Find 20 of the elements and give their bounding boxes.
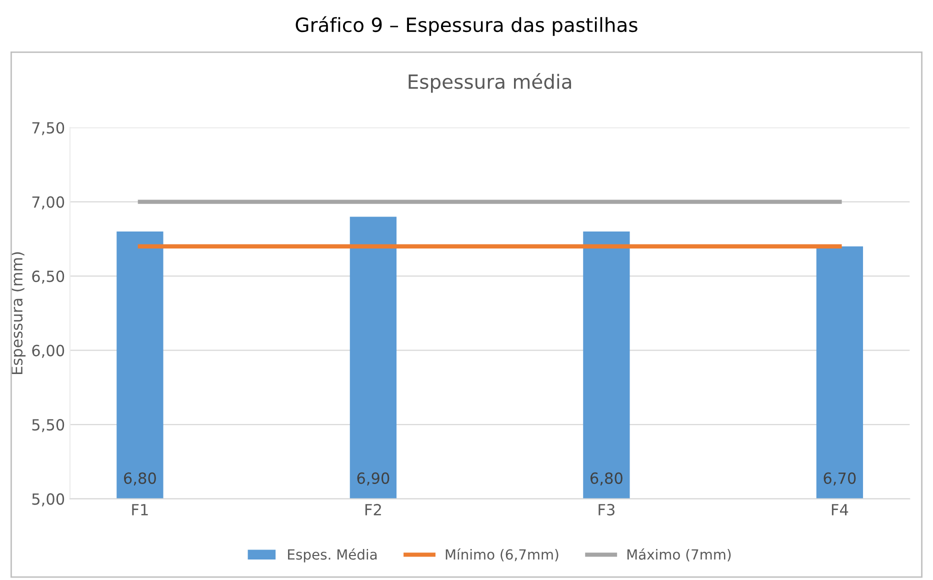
y-tick-label: 6,50 <box>32 270 64 284</box>
x-tick-label: F2 <box>365 504 381 516</box>
x-tick-label: F1 <box>132 504 148 516</box>
data-label: 6,90 <box>357 472 390 486</box>
x-tick-label: F3 <box>598 504 614 516</box>
chart-subtitle: Espessura média <box>408 73 572 93</box>
y-tick-label: 6,00 <box>32 344 64 358</box>
legend-label: Máximo (7mm) <box>627 548 731 562</box>
y-tick-label: 7,50 <box>32 122 64 136</box>
data-label: 6,70 <box>824 472 856 486</box>
y-tick-label: 5,50 <box>32 419 64 432</box>
y-tick-label: 5,00 <box>32 493 64 506</box>
chart-title: Gráfico 9 – Espessura das pastilhas <box>296 16 638 36</box>
x-tick-label: F4 <box>832 504 848 516</box>
data-label: 6,80 <box>124 472 156 486</box>
y-axis-title: Espessura (mm) <box>10 252 26 374</box>
legend-label: Mínimo (6,7mm) <box>446 548 558 562</box>
legend-label: Espes. Média <box>288 548 377 562</box>
data-label: 6,80 <box>590 472 622 486</box>
y-tick-label: 7,00 <box>32 196 64 210</box>
